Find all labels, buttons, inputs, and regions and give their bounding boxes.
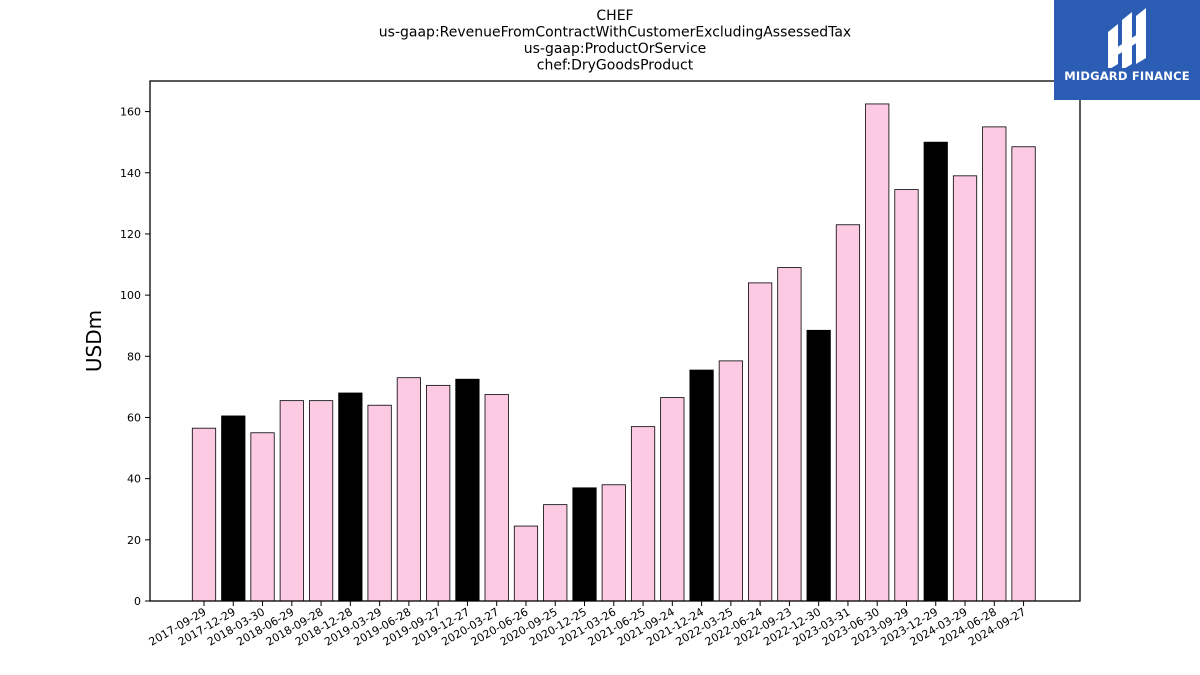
bar: [250, 432, 275, 602]
x-ticks-group: 2017-09-292017-12-292018-03-302018-06-29…: [147, 601, 1028, 649]
logo-mark-icon: [1108, 8, 1146, 68]
bar: [513, 525, 539, 602]
bar: [572, 487, 597, 602]
y-tick-label: 80: [127, 350, 141, 363]
bar: [601, 484, 626, 602]
bar: [543, 504, 568, 602]
bars-group: [191, 103, 1036, 602]
bar: [630, 426, 656, 602]
bar: [689, 369, 714, 602]
bar: [835, 224, 861, 602]
bar: [982, 126, 1007, 602]
y-ticks-group: 0 20 40 60 80 100 120 140 160: [120, 106, 150, 608]
bar: [952, 175, 978, 602]
bar: [718, 360, 743, 602]
chart-title: CHEFus-gaap:RevenueFromContractWithCusto…: [379, 8, 851, 74]
axes-group: [149, 80, 1081, 602]
chart-title-line: CHEF: [596, 8, 633, 24]
bar: [455, 378, 480, 602]
bar: [338, 392, 363, 602]
bar: [806, 329, 831, 602]
y-tick-label: 0: [134, 595, 141, 608]
bar: [777, 267, 802, 602]
bar: [1011, 146, 1036, 602]
chart-title-line: us-gaap:RevenueFromContractWithCustomerE…: [379, 25, 851, 41]
bar: [894, 189, 919, 602]
y-tick-label: 40: [127, 473, 141, 486]
bar: [426, 384, 451, 602]
bar: [660, 397, 685, 602]
bar: [367, 404, 392, 602]
logo-text: MIDGARD FINANCE: [1064, 69, 1190, 83]
y-tick-label: 120: [120, 228, 141, 241]
chart-title-line: us-gaap:ProductOrService: [524, 41, 707, 57]
bar: [865, 103, 890, 602]
y-tick-label: 160: [120, 106, 141, 119]
y-tick-label: 60: [127, 411, 141, 424]
bar: [221, 415, 246, 602]
bar: [308, 400, 334, 602]
bar: [191, 427, 217, 602]
bar: [484, 394, 509, 602]
y-tick-label: 140: [120, 167, 141, 180]
chart-title-line: chef:DryGoodsProduct: [537, 58, 694, 74]
y-tick-label: 20: [127, 534, 141, 547]
bar: [279, 400, 304, 602]
bar: [923, 141, 948, 602]
midgard-finance-logo: MIDGARD FINANCE: [1054, 0, 1200, 100]
y-tick-label: 100: [120, 289, 141, 302]
bar: [748, 282, 773, 602]
plot-frame: [149, 80, 1081, 602]
y-axis-label: USDm: [82, 310, 106, 372]
bar: [396, 377, 421, 602]
